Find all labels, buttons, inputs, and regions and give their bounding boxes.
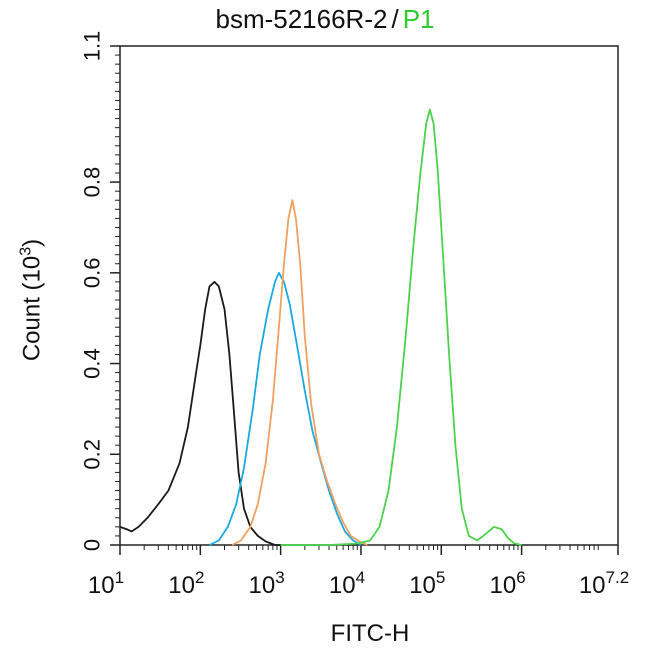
chart-title: bsm-52166R-2/P1 [0,4,650,35]
y-tick-label: 0 [80,539,105,551]
x-tick-label: 107.2 [579,568,629,599]
y-tick-label: 1.1 [80,31,105,62]
x-tick-label: 103 [249,568,285,599]
plot-frame [119,45,619,546]
x-tick-label: 105 [409,568,445,599]
histogram-series-3 [231,199,368,546]
y-tick-label: 0.4 [80,348,105,379]
sample-name: bsm-52166R-2 [215,4,388,34]
x-tick-label: 106 [490,568,526,599]
x-tick-label: 104 [329,568,365,599]
x-tick-label: 101 [88,568,124,599]
histogram-series-2 [209,271,362,546]
histogram-series-4 [280,108,522,546]
y-tick-label: 0.8 [80,167,105,198]
y-tick-label: 0.2 [80,439,105,470]
x-tick-label: 102 [168,568,204,599]
title-separator: / [391,4,399,34]
y-tick-label: 0.6 [80,258,105,289]
x-axis-label: FITC-H [330,620,410,647]
gate-name: P1 [402,4,435,34]
